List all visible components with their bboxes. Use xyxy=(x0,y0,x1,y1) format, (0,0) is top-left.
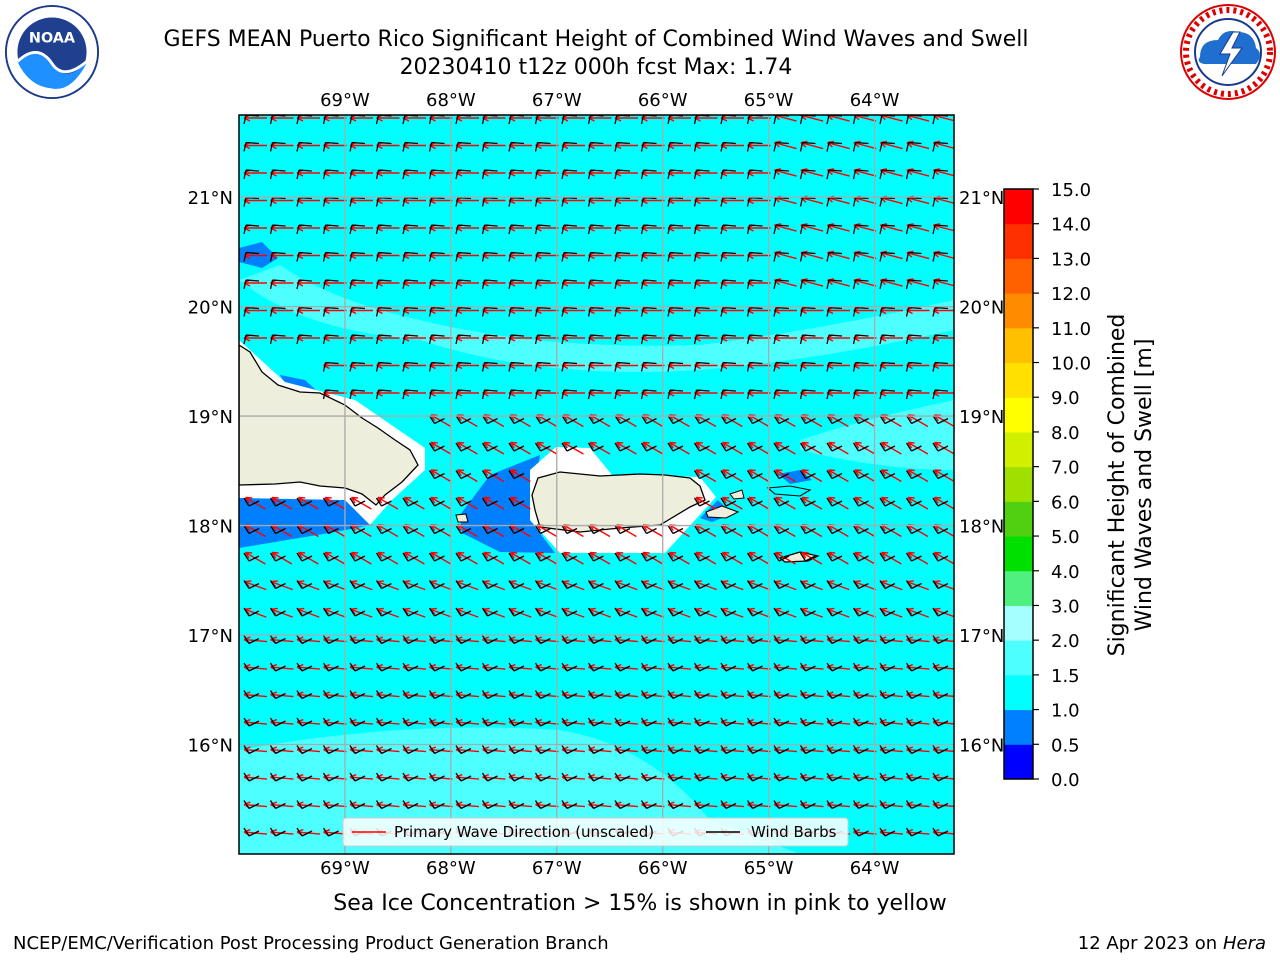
lat-label-left: 21°N xyxy=(188,188,233,209)
noaa-logo-text: NOAA xyxy=(29,30,76,46)
vieques-land xyxy=(705,505,740,519)
lat-label-left: 16°N xyxy=(188,736,233,757)
legend-wave-label: Primary Wave Direction (unscaled) xyxy=(394,823,654,841)
mona-island xyxy=(455,513,469,523)
lon-label-bottom: 64°W xyxy=(850,858,900,879)
lat-label-left: 17°N xyxy=(188,626,233,647)
colorbar-segment xyxy=(1004,709,1033,745)
lat-label-left: 20°N xyxy=(188,298,233,319)
lat-label-right: 19°N xyxy=(959,407,1004,428)
nws-logo xyxy=(1180,4,1276,100)
colorbar-tick-label: 1.0 xyxy=(1051,701,1080,722)
graticule xyxy=(239,115,954,854)
noaa-logo: NOAA xyxy=(4,4,100,100)
colorbar: 0.0 0.5 1.0 1.5 2.0 3.0 4.0 5.0 6.0 7.0 8.0 9.0 10.0… xyxy=(1003,180,1091,791)
longitude-labels-bottom: 69°W 68°W 67°W 66°W 65°W 64°W xyxy=(320,858,900,879)
wave-height-0.5-1-mona-west xyxy=(239,498,372,548)
lon-label-bottom: 67°W xyxy=(532,858,582,879)
lon-label-top: 65°W xyxy=(744,90,794,111)
colorbar-tick-label: 15.0 xyxy=(1051,180,1091,201)
lat-label-right: 20°N xyxy=(959,298,1004,319)
colorbar-segment xyxy=(1004,397,1033,433)
lat-label-right: 17°N xyxy=(959,626,1004,647)
map-legend: Primary Wave Direction (unscaled) Wind B… xyxy=(342,817,849,847)
colorbar-segment xyxy=(1004,362,1033,398)
colorbar-segment xyxy=(1004,189,1033,225)
colorbar-tick-label: 13.0 xyxy=(1051,249,1091,270)
lon-label-top: 67°W xyxy=(532,90,582,111)
longitude-labels-top: 69°W 68°W 67°W 66°W 65°W 64°W xyxy=(320,90,900,111)
colorbar-tick-label: 11.0 xyxy=(1051,319,1091,340)
legend-barb-label: Wind Barbs xyxy=(751,823,837,841)
colorbar-segment xyxy=(1004,605,1033,641)
colorbar-segment xyxy=(1004,501,1033,537)
lat-label-right: 18°N xyxy=(959,517,1004,538)
colorbar-tick-label: 5.0 xyxy=(1051,527,1080,548)
chart-subtitle: 20230410 t12z 000h fcst Max: 1.74 xyxy=(399,55,793,80)
latitude-labels-left: 21°N 20°N 19°N 18°N 17°N 16°N xyxy=(188,188,233,756)
colorbar-tick-label: 8.0 xyxy=(1051,423,1080,444)
lon-label-top: 68°W xyxy=(426,90,476,111)
lon-label-bottom: 65°W xyxy=(744,858,794,879)
virgin-islands-coast xyxy=(766,485,812,497)
wave-height-1.5-2-north xyxy=(239,265,954,372)
colorbar-frame xyxy=(1003,188,1034,780)
colorbar-tick-label: 0.5 xyxy=(1051,735,1080,756)
map-panel xyxy=(239,115,954,854)
colorbar-tick-label: 6.0 xyxy=(1051,492,1080,513)
colorbar-tick-label: 4.0 xyxy=(1051,562,1080,583)
map-frame xyxy=(238,114,955,855)
branch-credit: NCEP/EMC/Verification Post Processing Pr… xyxy=(13,933,609,954)
hispaniola-land xyxy=(239,344,419,506)
lat-label-right: 16°N xyxy=(959,736,1004,757)
chart-title: GEFS MEAN Puerto Rico Significant Height… xyxy=(163,27,1029,52)
colorbar-tick-label: 1.5 xyxy=(1051,666,1080,687)
colorbar-tick-label: 12.0 xyxy=(1051,284,1091,305)
lon-label-top: 66°W xyxy=(638,90,688,111)
colorbar-segment xyxy=(1004,640,1033,676)
render-date: 12 Apr 2023 on Hera xyxy=(1077,933,1266,954)
latitude-labels-right: 21°N 20°N 19°N 18°N 17°N 16°N xyxy=(959,188,1004,756)
colorbar-segment xyxy=(1004,744,1033,780)
sea-ice-note: Sea Ice Concentration > 15% is shown in … xyxy=(333,891,947,916)
colorbar-tick-label: 3.0 xyxy=(1051,596,1080,617)
colorbar-segment xyxy=(1004,293,1033,329)
lat-label-left: 18°N xyxy=(188,517,233,538)
colorbar-segment xyxy=(1004,223,1033,259)
colorbar-label-line1: Significant Height of Combined xyxy=(1105,314,1130,657)
colorbar-tick-label: 0.0 xyxy=(1051,770,1080,791)
colorbar-segment xyxy=(1004,536,1033,572)
colorbar-segment xyxy=(1004,258,1033,294)
lon-label-top: 69°W xyxy=(320,90,370,111)
lon-label-bottom: 66°W xyxy=(638,858,688,879)
lon-label-top: 64°W xyxy=(850,90,900,111)
colorbar-tick-label: 2.0 xyxy=(1051,631,1080,652)
machine-name: Hera xyxy=(1222,933,1266,954)
colorbar-segment xyxy=(1004,466,1033,502)
colorbar-segment xyxy=(1004,570,1033,606)
colorbar-label-line2: Wind Waves and Swell [m] xyxy=(1132,339,1157,632)
lat-label-left: 19°N xyxy=(188,407,233,428)
colorbar-segment xyxy=(1004,431,1033,468)
colorbar-tick-label: 9.0 xyxy=(1051,388,1080,409)
lon-label-bottom: 69°W xyxy=(320,858,370,879)
colorbar-tick-label: 7.0 xyxy=(1051,458,1080,479)
colorbar-segment xyxy=(1004,327,1033,364)
colorbar-tick-label: 14.0 xyxy=(1051,215,1091,236)
colorbar-segment xyxy=(1004,674,1033,711)
lat-label-right: 21°N xyxy=(959,188,1004,209)
wave-height-1.5-2-east xyxy=(800,400,954,470)
lon-label-bottom: 68°W xyxy=(426,858,476,879)
colorbar-tick-label: 10.0 xyxy=(1051,354,1091,375)
